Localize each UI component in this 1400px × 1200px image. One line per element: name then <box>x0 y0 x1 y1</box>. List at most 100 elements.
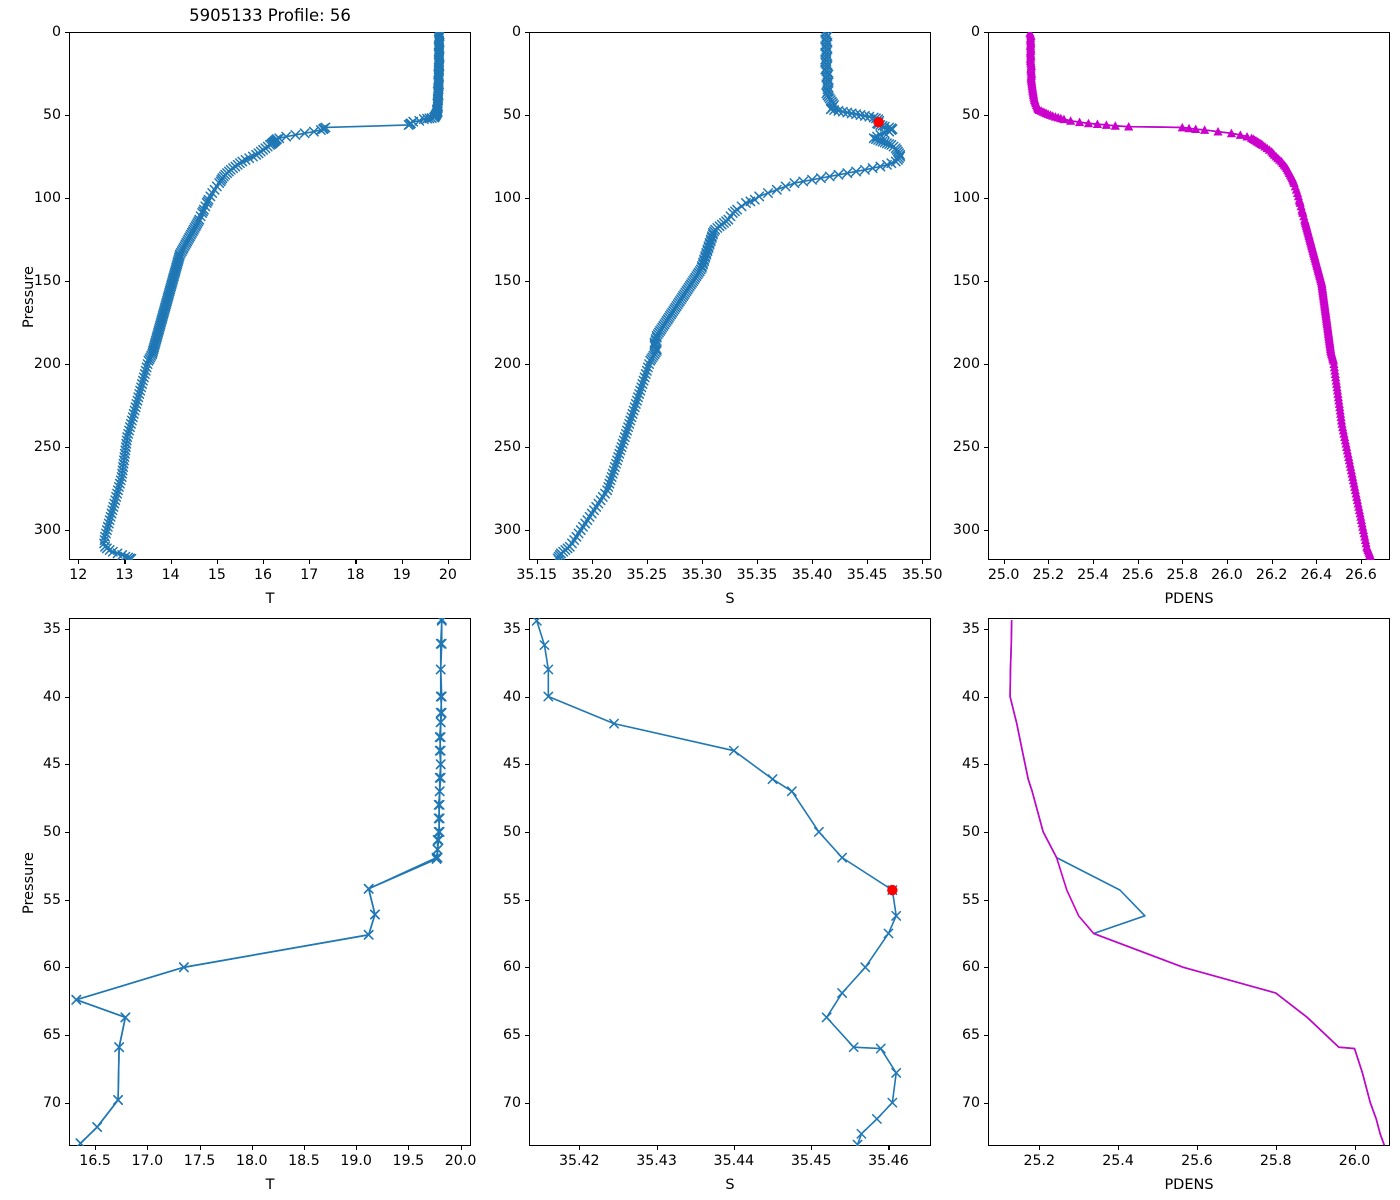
x-tick-label: 20 <box>438 567 457 583</box>
data-point-marker <box>363 929 374 940</box>
data-point-marker <box>891 1067 902 1078</box>
y-tick-label: 300 <box>33 522 61 539</box>
y-tick-label: 70 <box>961 1094 980 1111</box>
data-point-marker <box>299 128 310 139</box>
y-tick-mark <box>65 447 69 449</box>
data-point-marker <box>435 664 446 675</box>
x-tick-label: 25.8 <box>1259 1153 1292 1169</box>
y-tick-mark <box>65 530 69 532</box>
data-point-marker <box>875 1043 886 1054</box>
y-tick-mark <box>525 899 529 901</box>
x-axis-label: PDENS <box>1164 591 1214 607</box>
data-point-marker <box>92 1122 103 1132</box>
y-tick-mark <box>984 764 988 766</box>
data-point-marker <box>531 618 542 626</box>
y-tick-label: 250 <box>33 439 61 456</box>
data-point-marker <box>363 883 374 894</box>
x-tick-label: 26.0 <box>1338 1153 1371 1169</box>
temperature-profile-panel <box>69 32 471 560</box>
y-tick-label: 70 <box>502 1094 521 1111</box>
y-tick-mark <box>525 696 529 698</box>
data-point-marker <box>434 813 445 824</box>
y-tick-label: 100 <box>493 190 521 207</box>
x-tick-mark <box>1048 560 1050 564</box>
data-line <box>75 619 443 1145</box>
x-tick-label: 25.4 <box>1102 1153 1134 1169</box>
x-axis-label: T <box>265 1177 275 1193</box>
data-point-marker <box>624 418 635 429</box>
x-tick-mark <box>263 560 265 564</box>
x-tick-mark <box>888 1146 890 1150</box>
data-point-marker <box>842 168 853 179</box>
data-point-marker <box>736 201 747 212</box>
data-point-marker <box>433 799 444 810</box>
y-tick-mark <box>525 831 529 833</box>
y-tick-label: 200 <box>952 356 980 373</box>
y-tick-mark <box>65 696 69 698</box>
plot-canvas <box>1009 619 1385 1146</box>
y-tick-mark <box>525 447 529 449</box>
x-tick-mark <box>170 560 172 564</box>
x-tick-mark <box>646 560 648 564</box>
y-tick-mark <box>525 198 529 200</box>
x-tick-mark <box>1316 560 1318 564</box>
y-tick-mark <box>525 32 529 34</box>
data-point-marker <box>1074 117 1085 127</box>
data-point-marker <box>543 691 554 702</box>
x-tick-mark <box>408 1146 410 1150</box>
x-tick-label: 35.50 <box>901 567 943 583</box>
data-point-marker <box>436 618 447 626</box>
x-tick-mark <box>147 1146 149 1150</box>
y-tick-label: 150 <box>952 273 980 290</box>
y-tick-label: 70 <box>42 1094 61 1111</box>
data-point-marker <box>1213 127 1223 136</box>
data-point-marker <box>539 640 550 651</box>
data-point-marker <box>403 120 414 130</box>
data-point-marker <box>435 745 446 756</box>
data-point-marker <box>851 166 862 177</box>
y-tick-label: 50 <box>961 107 980 124</box>
data-point-marker <box>852 1139 863 1146</box>
data-point-marker <box>860 962 871 973</box>
axes-frame <box>69 618 471 1146</box>
data-point-marker <box>821 1012 832 1023</box>
data-point-marker <box>612 455 623 466</box>
y-tick-label: 40 <box>42 688 61 705</box>
x-tick-label: 19.5 <box>392 1153 425 1169</box>
x-tick-label: 20.0 <box>444 1153 477 1169</box>
x-tick-label: 35.46 <box>868 1153 909 1169</box>
y-tick-label: 50 <box>502 823 521 840</box>
y-tick-label: 55 <box>961 891 980 908</box>
data-point-marker <box>543 664 554 675</box>
data-point-marker <box>798 176 809 187</box>
x-tick-label: 16 <box>254 567 273 583</box>
x-tick-mark <box>460 1146 462 1150</box>
y-tick-label: 65 <box>42 1026 61 1043</box>
data-point-marker <box>635 385 646 396</box>
x-axis-label: S <box>725 1177 735 1193</box>
data-point-marker <box>605 475 616 486</box>
data-point-marker <box>848 1042 859 1053</box>
data-point-marker <box>432 844 443 855</box>
y-tick-label: 45 <box>42 756 61 773</box>
data-point-marker <box>553 555 564 560</box>
y-tick-mark <box>65 1034 69 1037</box>
data-point-marker <box>884 139 895 150</box>
data-point-marker <box>613 452 624 463</box>
y-tick-label: 50 <box>961 823 980 840</box>
data-point-marker <box>1083 118 1094 128</box>
x-tick-label: 35.40 <box>791 567 833 583</box>
data-point-marker <box>627 408 638 419</box>
x-tick-label: 26.0 <box>1211 567 1243 583</box>
data-point-marker <box>609 462 620 472</box>
data-point-marker <box>436 618 447 625</box>
data-point-marker <box>120 1012 131 1023</box>
data-point-marker <box>603 481 614 492</box>
axes-frame <box>529 618 931 1146</box>
x-tick-mark <box>536 560 538 564</box>
x-tick-mark <box>733 1146 735 1150</box>
y-tick-label: 50 <box>42 823 61 840</box>
data-point-marker <box>614 448 625 459</box>
data-point-marker <box>638 375 649 386</box>
x-tick-mark <box>1271 560 1273 564</box>
